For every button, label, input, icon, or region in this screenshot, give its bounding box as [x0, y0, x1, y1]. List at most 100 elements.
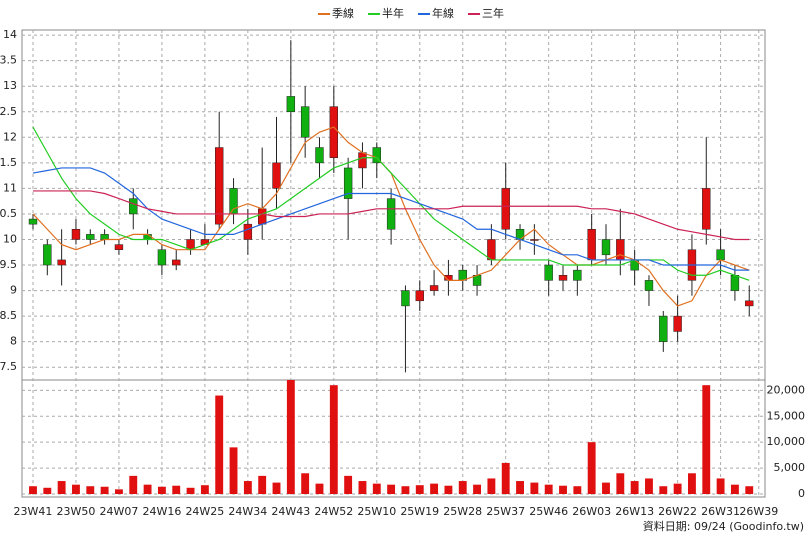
volume-bar [415, 485, 424, 494]
volume-bar [530, 482, 539, 494]
y-tick-label: 14 [3, 28, 17, 41]
volume-bar [43, 487, 52, 494]
volume-bar [673, 483, 682, 494]
volume-bar [243, 481, 252, 494]
legend: 季線 半年 年線 三年 [318, 6, 504, 20]
candle-body [215, 147, 224, 225]
y-tick-label: 12 [3, 130, 17, 143]
legend-label: 年線 [432, 6, 454, 20]
candle-body [386, 198, 396, 230]
y-tick-label: 8 [10, 335, 17, 348]
y-tick-label: 13.5 [0, 54, 17, 67]
candle-body [343, 167, 353, 199]
candle-body [43, 244, 52, 266]
volume-bar [315, 483, 324, 494]
volume-bar [72, 484, 80, 494]
y-tick-label: 8.5 [0, 309, 17, 322]
x-tick-label: 24W07 [99, 505, 138, 518]
candle-body [415, 290, 424, 302]
candle-body [716, 249, 725, 261]
candle-body [286, 96, 296, 113]
ma-line [32, 126, 750, 281]
y-tick-label: 10.5 [0, 207, 17, 220]
volume-bar [501, 462, 510, 494]
volume-bar [702, 385, 711, 494]
candle-body [429, 285, 439, 291]
volume-bar [215, 395, 224, 494]
candle-body [71, 229, 81, 240]
legend-label: 半年 [382, 6, 404, 20]
candle-body [172, 259, 181, 266]
y2-tick-label: 5,000 [774, 461, 806, 474]
volume-bar [544, 484, 553, 494]
volume-bar [143, 484, 152, 494]
candle-body [28, 218, 38, 225]
volume-bar [129, 475, 138, 494]
volume-bar [602, 482, 610, 494]
volume-bar [272, 482, 281, 494]
candle-body [243, 223, 253, 240]
candle-body [129, 198, 138, 215]
volume-bar [745, 486, 754, 494]
candle-body [57, 259, 66, 266]
footer: 資料日期: 09/24 (Goodinfo.tw) [643, 519, 804, 533]
volume-bar [57, 481, 66, 494]
volume-bar [516, 481, 524, 494]
volume-bar [630, 481, 639, 494]
candle-body [730, 275, 740, 291]
volume-bar [172, 485, 181, 494]
volume-bar [659, 486, 668, 494]
volume-bar [688, 473, 696, 494]
volume-bar [200, 485, 209, 494]
x-tick-label: 24W52 [314, 505, 353, 518]
volume-bar [258, 475, 267, 494]
candle-body [659, 315, 668, 342]
candle-body [401, 290, 410, 307]
legend-label: 三年 [482, 6, 504, 20]
volume-bar [716, 478, 725, 494]
x-tick-label: 26W13 [615, 505, 654, 518]
x-tick-label: 25W37 [486, 505, 525, 518]
volume-bar [157, 486, 166, 494]
volume-bar [29, 486, 37, 494]
volume-bar [329, 385, 338, 494]
x-tick-label: 24W43 [271, 505, 310, 518]
candle-body [257, 208, 267, 225]
volume-bar [645, 478, 653, 494]
candle-body [644, 280, 654, 291]
volume-bar [186, 487, 195, 494]
y2-tick-label: 10,000 [767, 435, 806, 448]
candle-body [573, 269, 582, 281]
y-tick-label: 10 [3, 232, 17, 245]
candle-body [372, 147, 381, 164]
volume-bar [573, 486, 582, 494]
volume-bar [86, 486, 95, 494]
y-tick-label: 12.5 [0, 105, 17, 118]
candle-body [616, 239, 625, 261]
volume-bar [100, 486, 109, 494]
ma-line [32, 190, 750, 241]
candle-body [329, 106, 339, 158]
volume-bar [616, 473, 625, 494]
x-tick-label: 25W10 [357, 505, 396, 518]
candle-body [315, 147, 324, 164]
volume-bar [401, 486, 410, 494]
plot-frame [21, 29, 766, 498]
y-tick-label: 11 [3, 181, 17, 194]
x-tick-label: 25W46 [529, 505, 568, 518]
y-tick-label: 7.5 [0, 360, 17, 373]
volume-bar [358, 481, 367, 494]
candle-body [86, 234, 95, 240]
candle-body [114, 244, 124, 250]
x-tick-label: 24W25 [185, 505, 224, 518]
volume-bar [458, 481, 467, 494]
candle-body [100, 234, 109, 240]
candle-body [157, 249, 167, 266]
candle-body [544, 264, 553, 281]
volume-bar [114, 489, 123, 494]
candle-body [530, 239, 539, 241]
candle-body [673, 315, 682, 332]
x-tick-label: 23W50 [57, 505, 96, 518]
volume-bar [559, 485, 567, 494]
